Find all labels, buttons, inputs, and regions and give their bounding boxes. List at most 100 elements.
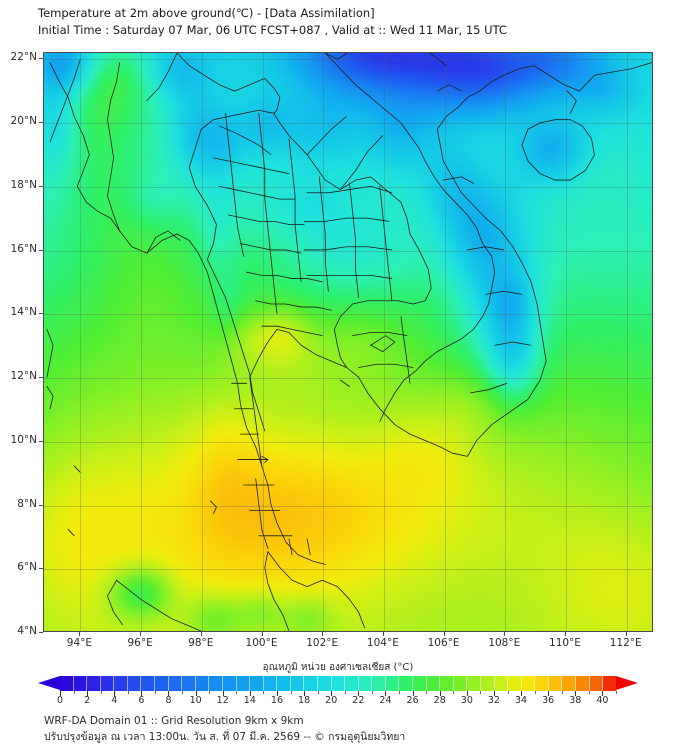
chart-title: Temperature at 2m above ground(℃) - [Dat… <box>38 6 375 20</box>
colorbar-tick <box>73 691 75 694</box>
boundary-line <box>467 247 503 250</box>
colorbar-cell <box>508 676 522 691</box>
colorbar-tick-label: 8 <box>165 695 172 706</box>
colorbar-tick-label: 28 <box>433 695 446 706</box>
chart-title-block: Temperature at 2m above ground(℃) - [Dat… <box>38 5 658 39</box>
colorbar-tick <box>236 691 238 694</box>
boundary-line <box>50 63 325 565</box>
boundary-line <box>307 539 310 555</box>
boundary-line <box>359 361 547 456</box>
colorbar-tick <box>344 691 346 694</box>
x-axis-tick <box>262 632 263 636</box>
boundary-line <box>443 177 473 183</box>
colorbar-cell <box>236 676 251 691</box>
coastline-overlay <box>44 53 652 631</box>
colorbar-cell <box>562 676 576 691</box>
colorbar-cell <box>399 676 414 691</box>
colorbar-tick <box>371 691 373 694</box>
colorbar-cell <box>127 676 142 691</box>
footer-block: WRF-DA Domain 01 :: Grid Resolution 9km … <box>44 713 664 745</box>
colorbar-cell <box>494 676 509 691</box>
colorbar-tick-label: 10 <box>189 695 202 706</box>
colorbar-tick <box>195 691 197 696</box>
colorbar-cell <box>521 676 536 691</box>
boundary-line <box>107 63 119 231</box>
x-axis-tick-label: 106°E <box>427 637 460 649</box>
colorbar-tick <box>399 691 401 694</box>
boundary-line <box>47 329 53 377</box>
boundary-line <box>340 380 349 386</box>
colorbar-tick <box>317 691 319 694</box>
x-axis-tick <box>79 632 80 636</box>
colorbar-tick-label: 30 <box>460 695 473 706</box>
colorbar-cell <box>467 676 481 691</box>
colorbar-tick <box>575 691 577 696</box>
boundary-line <box>307 275 392 278</box>
y-axis-tick-label: 6°N <box>17 561 37 574</box>
colorbar-cell <box>426 676 441 691</box>
colorbar-tick-label: 38 <box>569 695 582 706</box>
boundary-line <box>268 552 365 628</box>
y-axis-tick <box>39 377 43 378</box>
boundary-line <box>247 272 323 282</box>
x-axis-tick-label: 98°E <box>188 637 214 649</box>
colorbar-tick <box>100 691 102 694</box>
colorbar-tick <box>602 691 604 696</box>
boundary-line <box>262 326 322 335</box>
colorbar-cell <box>589 676 604 691</box>
colorbar-tick <box>588 691 590 694</box>
colorbar-cell <box>182 676 196 691</box>
y-axis-tick <box>39 313 43 314</box>
colorbar-tick-label: 16 <box>270 695 284 706</box>
boundary-line <box>437 85 461 91</box>
boundary-line <box>210 501 216 514</box>
y-axis-tick <box>39 505 43 506</box>
boundary-line <box>265 552 289 631</box>
x-axis-tick <box>322 632 323 636</box>
boundary-line <box>304 247 392 250</box>
boundary-line <box>74 466 80 472</box>
boundary-line <box>380 186 392 300</box>
colorbar-tick-label: 22 <box>352 695 365 706</box>
x-axis-tick <box>504 632 505 636</box>
colorbar-cells <box>60 676 616 691</box>
colorbar-tick-label: 34 <box>515 695 528 706</box>
x-axis-tick <box>140 632 141 636</box>
x-axis-tick <box>626 632 627 636</box>
colorbar-cell <box>304 676 318 691</box>
colorbar-cell <box>100 676 115 691</box>
colorbar-tick-label: 32 <box>487 695 500 706</box>
colorbar-tick <box>453 691 455 694</box>
colorbar-tick <box>466 691 468 696</box>
boundary-line <box>219 186 295 199</box>
colorbar-tick <box>114 691 116 696</box>
colorbar-cell <box>209 676 223 691</box>
colorbar-tick-label: 24 <box>379 695 392 706</box>
boundary-line <box>201 110 431 304</box>
colorbar-cell <box>114 676 128 691</box>
colorbar-cell <box>87 676 101 691</box>
y-axis-tick-label: 16°N <box>10 242 37 255</box>
colorbar-tick-label: 40 <box>596 695 609 706</box>
temperature-field <box>44 53 652 631</box>
colorbar-tick-label: 20 <box>325 695 338 706</box>
colorbar-cell <box>277 676 291 691</box>
colorbar-tick <box>127 691 129 694</box>
boundary-line <box>307 186 392 192</box>
boundary-line <box>68 529 74 535</box>
boundary-line <box>289 539 292 555</box>
y-axis-tick <box>39 632 43 633</box>
y-axis-tick-label: 10°N <box>10 433 37 446</box>
x-axis-tick-label: 104°E <box>366 637 399 649</box>
y-axis-tick-label: 18°N <box>10 178 37 191</box>
colorbar-tick <box>561 691 563 694</box>
colorbar-cell <box>372 676 386 691</box>
boundary-line <box>289 139 301 282</box>
map-plot-area[interactable] <box>43 52 653 632</box>
colorbar-cell <box>535 676 549 691</box>
x-axis-tick <box>565 632 566 636</box>
x-axis-tick-label: 112°E <box>609 637 642 649</box>
x-axis-tick <box>201 632 202 636</box>
colorbar-cell <box>141 676 156 691</box>
boundary-line <box>410 53 446 66</box>
